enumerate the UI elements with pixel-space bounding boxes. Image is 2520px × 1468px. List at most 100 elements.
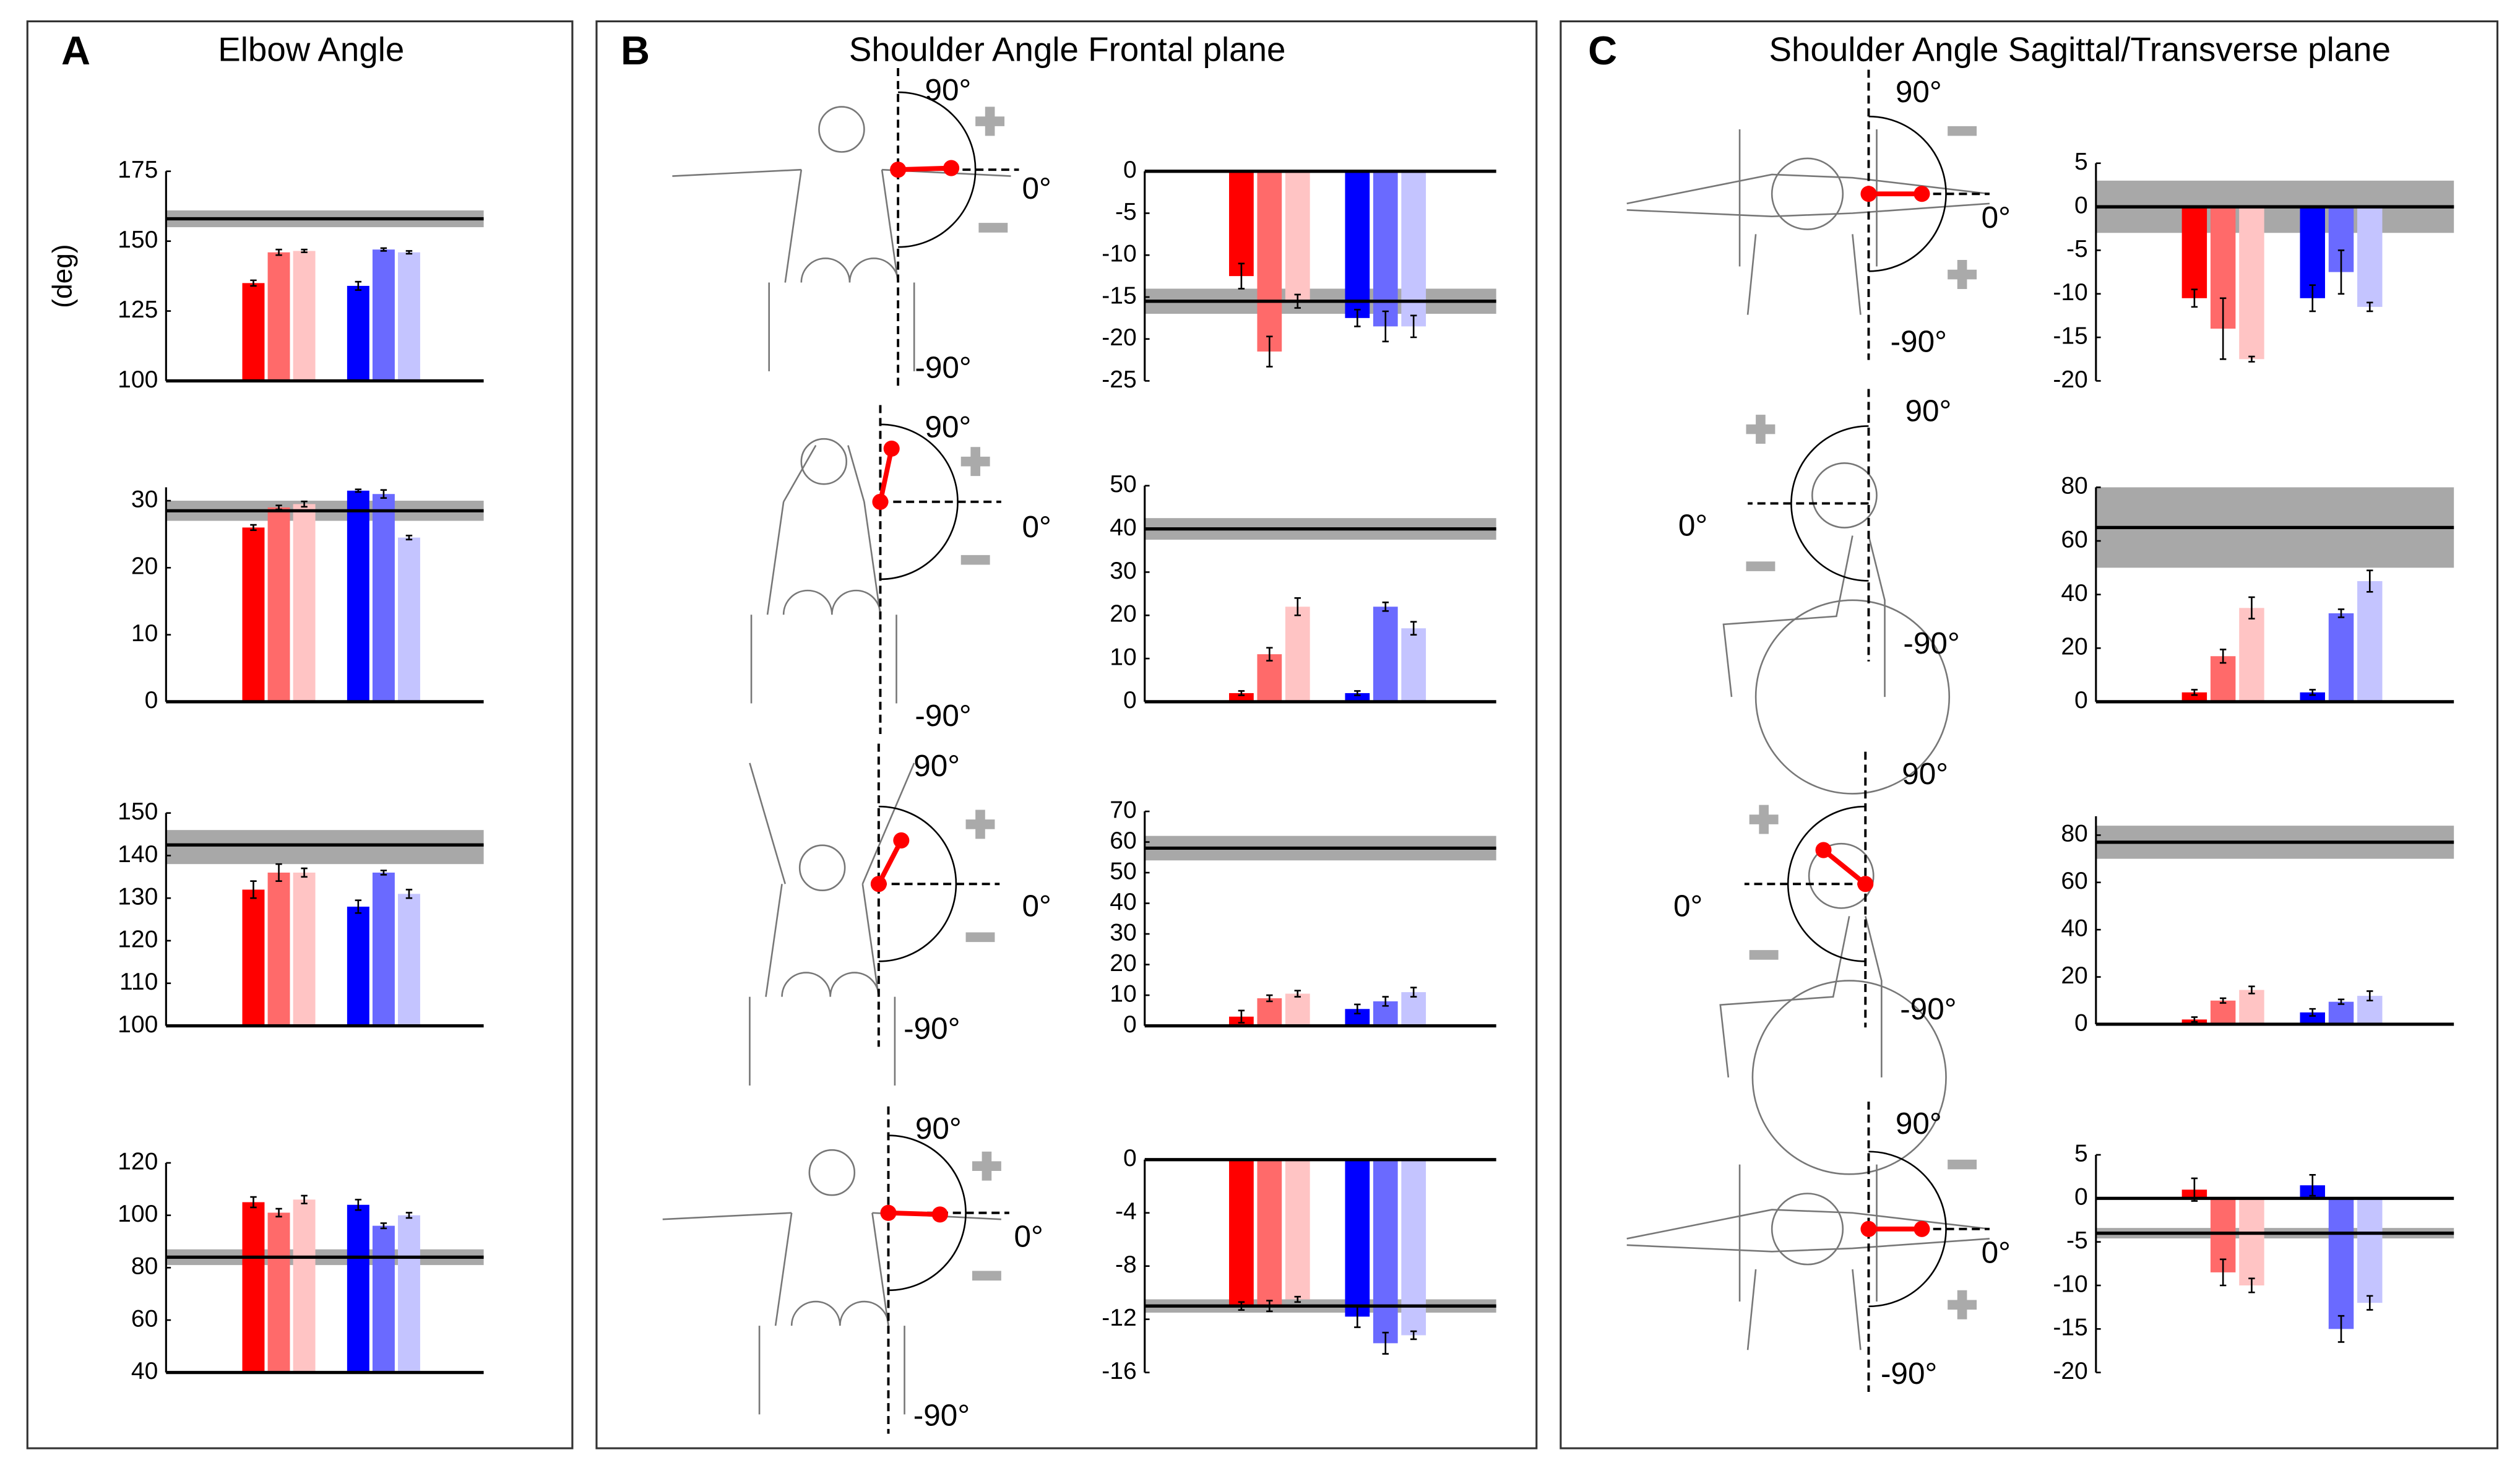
error-bar (2248, 596, 2255, 620)
angle-arc (888, 1134, 967, 1292)
error-bar (2367, 1295, 2373, 1311)
error-bar (355, 1198, 362, 1211)
panel-label: C (1588, 28, 1617, 73)
angle-arc (1868, 1151, 1947, 1308)
angle-label: 0° (1982, 201, 2011, 235)
error-bar (1294, 990, 1301, 998)
error-bar (1266, 647, 1273, 662)
bar (1345, 693, 1370, 702)
wheel (1751, 980, 1947, 1175)
figure-head (1808, 842, 1875, 909)
error-bar (355, 280, 362, 291)
y-tick-label: 120 (118, 1148, 158, 1175)
angle-label: 0° (1014, 1220, 1043, 1254)
bar (2357, 581, 2383, 702)
y-tick-label: 30 (1110, 919, 1136, 946)
bar (1373, 607, 1398, 702)
y-tick-label: 60 (1110, 827, 1136, 854)
error-bar (380, 1222, 387, 1230)
figure-head (1811, 462, 1878, 529)
error-bar (1410, 621, 1417, 636)
y-tick-label: 100 (118, 1201, 158, 1227)
y-tick-label: 0 (1123, 157, 1137, 183)
y-tick-label: 10 (1110, 644, 1136, 670)
joint (870, 876, 887, 892)
plus-icon (1948, 260, 1977, 289)
angle-label: -90° (915, 699, 971, 733)
bar (2300, 1012, 2325, 1024)
bar (1257, 654, 1282, 702)
joint (893, 832, 910, 848)
bar (2328, 1198, 2354, 1329)
error-bar (275, 248, 282, 256)
joint (872, 493, 889, 510)
figure-body (1722, 535, 1886, 697)
angle-arc (880, 423, 959, 581)
y-tick-label: 100 (118, 366, 158, 393)
panel-label: A (61, 28, 90, 73)
y-tick-label: -16 (1102, 1358, 1136, 1384)
y-tick-label: 0 (2074, 1184, 2088, 1211)
joint (1914, 1220, 1930, 1237)
arm-segment (888, 1210, 940, 1217)
error-bar (250, 524, 257, 531)
y-tick-label: 20 (1110, 950, 1136, 977)
y-tick-label: 0 (1123, 687, 1137, 714)
bar (1229, 1159, 1254, 1306)
bar (398, 1215, 420, 1373)
error-bar (2248, 985, 2255, 995)
figure-head (1771, 1193, 1844, 1266)
bar (398, 537, 420, 702)
y-tick-label: 40 (2061, 580, 2087, 607)
bar (267, 1212, 290, 1373)
bar (293, 251, 316, 381)
angle-label: 90° (913, 749, 960, 783)
bar (372, 872, 395, 1026)
y-tick-label: 50 (1110, 858, 1136, 884)
bar (398, 894, 420, 1026)
angle-label: 0° (1673, 889, 1702, 923)
figure-head (808, 1149, 856, 1196)
y-tick-label: -15 (2053, 322, 2087, 349)
bar (242, 1202, 265, 1373)
panel-frame (26, 20, 574, 1449)
error-bar (1238, 1009, 1245, 1024)
y-tick-label: 40 (1110, 889, 1136, 915)
error-bar (355, 488, 362, 493)
error-bar (301, 867, 308, 878)
error-bar (380, 247, 387, 252)
y-tick-label: 60 (131, 1305, 158, 1332)
y-tick-label: 0 (1123, 1145, 1137, 1172)
y-tick-label: 30 (1110, 558, 1136, 584)
error-bar (301, 248, 308, 254)
bar (267, 252, 290, 381)
joint (1857, 876, 1874, 892)
error-bar (405, 1212, 413, 1219)
angle-label: -90° (1881, 1357, 1937, 1391)
y-tick-label: 50 (1110, 471, 1136, 498)
figure-body (1626, 1164, 1990, 1350)
angle-label: -90° (915, 350, 971, 384)
panel-frame (1560, 20, 2499, 1449)
figure-head (818, 106, 865, 153)
joint (931, 1206, 948, 1223)
bar (347, 906, 369, 1026)
bar (2357, 207, 2383, 307)
plus-icon (960, 447, 990, 477)
error-bar (1238, 262, 1245, 290)
y-tick-label: -12 (1102, 1305, 1136, 1331)
angle-label: -90° (1891, 325, 1947, 359)
y-tick-label: 30 (131, 486, 158, 512)
error-bar (301, 500, 308, 508)
bar (2300, 692, 2325, 702)
y-tick-label: 0 (2074, 192, 2088, 218)
bar (372, 249, 395, 381)
angle-label: 90° (1896, 1107, 1942, 1141)
y-tick-label: 175 (118, 157, 158, 183)
error-bar (405, 535, 413, 541)
y-tick-label: 20 (2061, 962, 2087, 989)
error-bar (355, 899, 362, 914)
error-bar (2309, 1008, 2316, 1017)
error-bar (2337, 608, 2345, 618)
bar (2328, 1001, 2354, 1024)
